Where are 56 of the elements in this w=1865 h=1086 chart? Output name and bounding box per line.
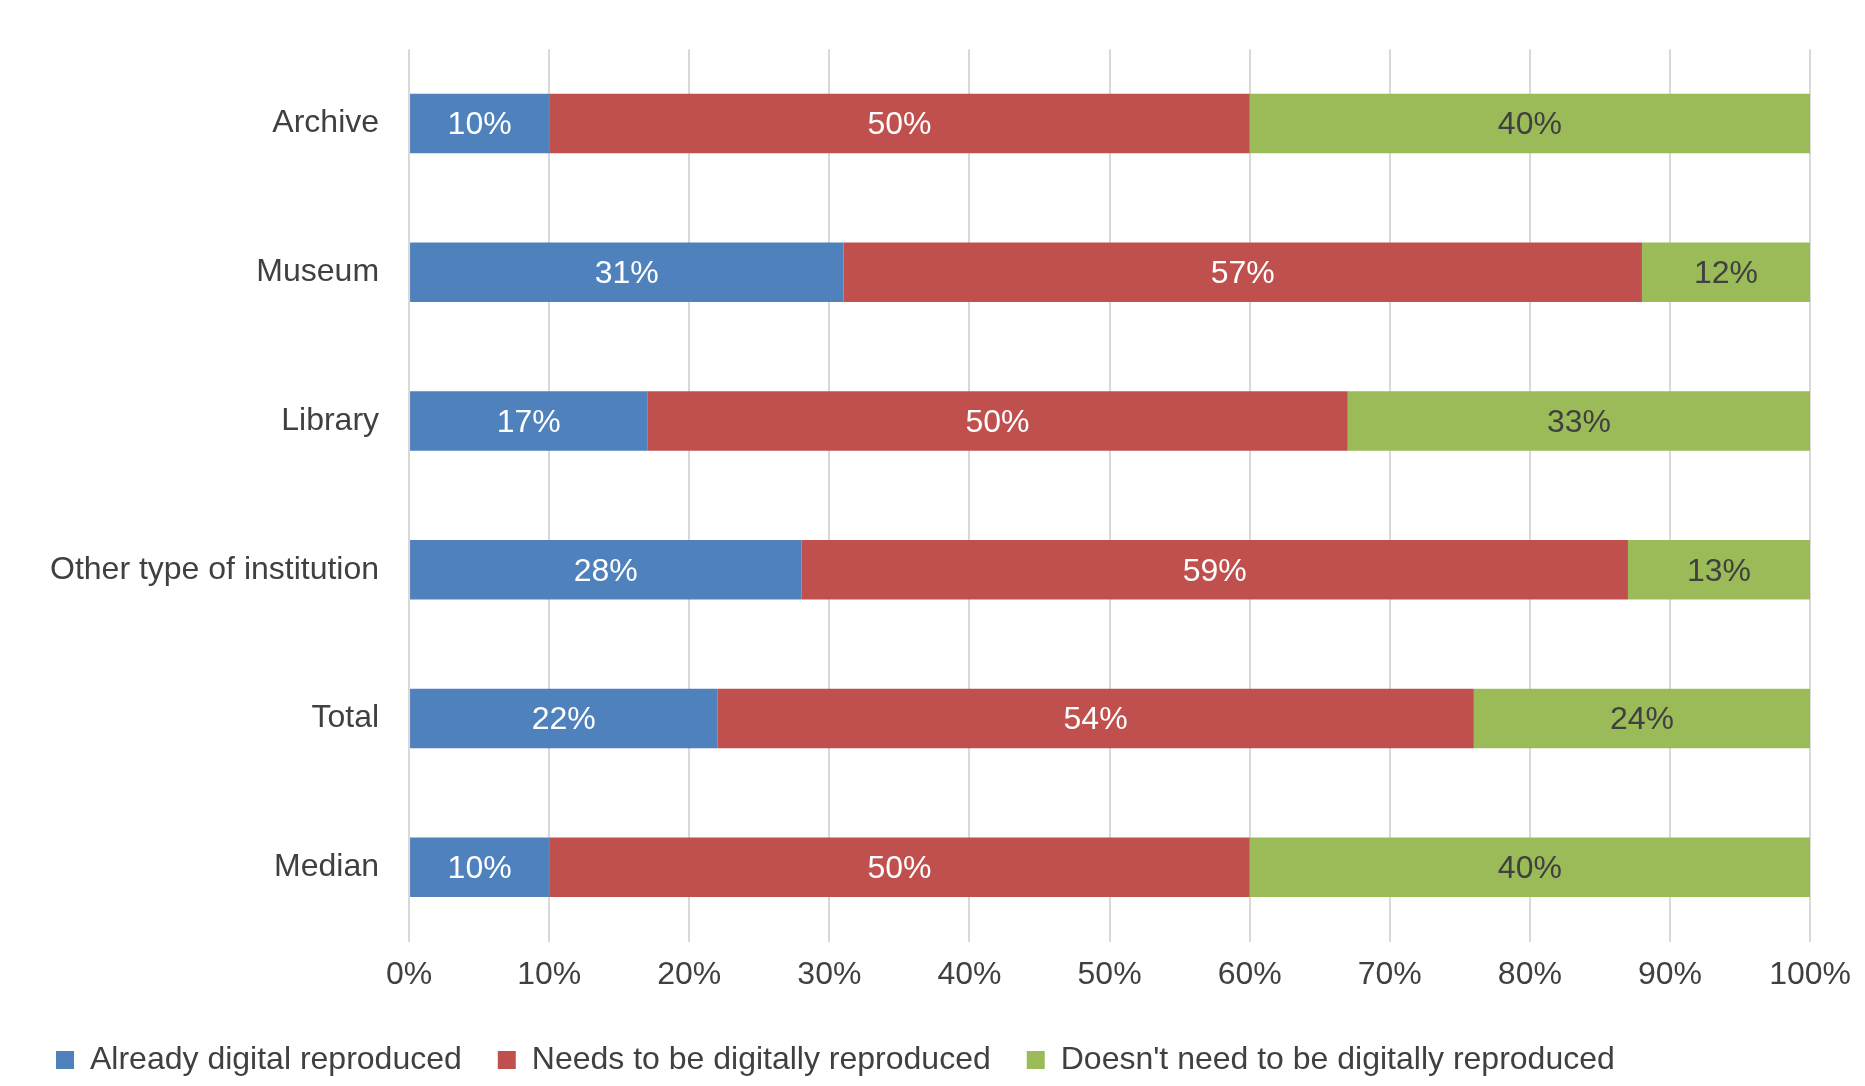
data-label: 22% (531, 700, 596, 737)
data-label: 40% (1497, 105, 1562, 142)
x-tick-label: 70% (1357, 954, 1422, 991)
data-label: 50% (867, 849, 932, 886)
data-label: 13% (1686, 551, 1752, 588)
x-tick-label: 60% (1217, 954, 1282, 991)
bar (1347, 391, 1811, 451)
bar (801, 540, 1628, 600)
bar (410, 391, 648, 451)
data-label: 40% (1497, 849, 1562, 886)
data-label: 50% (965, 402, 1030, 439)
legend-label: Already digital reproduced (90, 1039, 462, 1076)
bar (1473, 688, 1811, 749)
y-tick-label: Archive (272, 103, 380, 140)
data-label: 24% (1609, 700, 1674, 737)
x-tick-label: 10% (517, 954, 582, 991)
bar (410, 688, 718, 749)
bar (1249, 837, 1811, 897)
data-label: 59% (1182, 551, 1247, 588)
data-label: 10% (447, 849, 512, 886)
data-label: 50% (867, 105, 932, 142)
bar (843, 242, 1642, 303)
data-label: 57% (1210, 254, 1275, 291)
x-tick-label: 20% (657, 954, 722, 991)
x-tick-label: 40% (937, 954, 1002, 991)
data-label: 17% (496, 402, 561, 439)
bar (410, 242, 844, 303)
x-tick-label: 50% (1077, 954, 1142, 991)
data-label: 31% (594, 254, 659, 291)
data-label: 12% (1693, 254, 1759, 291)
y-tick-label: Museum (256, 252, 380, 289)
y-tick-label: Median (274, 847, 380, 884)
bar (1249, 93, 1811, 154)
bar (717, 688, 1474, 749)
legend-label: Needs to be digitally reproduced (531, 1039, 991, 1076)
y-tick-label: Other type of institution (50, 549, 380, 586)
data-label: 28% (573, 551, 638, 588)
bar (549, 93, 1250, 154)
bar (410, 540, 802, 600)
x-tick-label: 100% (1769, 954, 1851, 991)
bar (410, 93, 550, 154)
bar (549, 837, 1250, 897)
x-tick-label: 90% (1637, 954, 1702, 991)
bar (1627, 540, 1811, 600)
legend-label: Doesn't need to be digitally reproduced (1060, 1039, 1615, 1076)
bar (1641, 242, 1811, 303)
y-tick-label: Library (281, 400, 380, 437)
data-label: 10% (447, 105, 512, 142)
bar (647, 391, 1348, 451)
x-tick-label: 0% (385, 954, 433, 991)
x-tick-label: 30% (797, 954, 862, 991)
data-label: 33% (1546, 402, 1611, 439)
y-tick-label: Total (311, 698, 380, 735)
bar (410, 837, 550, 897)
data-label: 54% (1063, 700, 1128, 737)
x-tick-label: 80% (1497, 954, 1562, 991)
